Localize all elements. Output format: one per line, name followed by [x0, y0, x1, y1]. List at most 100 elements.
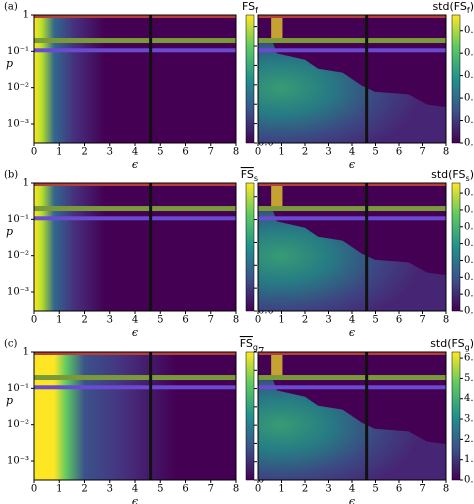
colorbar-tick-label: 3.00	[464, 414, 474, 425]
x-axis-label: ϵ	[132, 158, 138, 171]
panel-label: (c)	[4, 339, 18, 350]
x-tick-label: 2	[81, 484, 87, 495]
colorbar-tick-label: 4.00	[464, 393, 474, 404]
x-tick-label: 4	[132, 315, 138, 326]
title-main: std(FS	[430, 337, 464, 350]
heatmap-field	[258, 380, 446, 480]
x-tick-label: 7	[208, 315, 214, 326]
band-top	[258, 352, 446, 355]
y-tick-label: 10⁻²	[7, 250, 29, 261]
y-axis-label: p	[6, 57, 13, 70]
x-tick-label: 1	[56, 315, 62, 326]
title-main: FS	[240, 337, 253, 350]
band-black	[149, 183, 153, 311]
x-tick-label: 6	[396, 315, 402, 326]
x-tick-label: 0	[255, 147, 261, 158]
title-end: )	[470, 337, 474, 350]
colorbar	[245, 14, 255, 144]
colorbar-tick-label: 0.2	[464, 93, 474, 104]
x-tick-label: 2	[81, 315, 87, 326]
x-tick-label: 2	[302, 315, 308, 326]
title-sub: s	[254, 174, 258, 183]
colorbar	[451, 182, 461, 312]
x-axis-label: ϵ	[349, 495, 355, 504]
colorbar-tick-label: 0.15	[464, 255, 474, 266]
colorbar-tick-label: 6.00	[464, 353, 474, 364]
title-main: FS	[242, 0, 255, 13]
colorbar-tick-label: 0.1	[464, 115, 474, 126]
x-tick-label: 6	[182, 147, 188, 158]
title-main: std(FS	[431, 168, 465, 181]
x-tick-label: 7	[419, 484, 425, 495]
y-tick-label: 10⁻²	[7, 82, 29, 93]
y-axis-label: p	[6, 225, 13, 238]
x-tick-label: 0	[255, 484, 261, 495]
colorbar-tick-label: 0.00	[464, 475, 474, 486]
heatmap-field	[34, 183, 236, 311]
band-purple	[34, 48, 236, 53]
x-axis-label: ϵ	[349, 158, 355, 171]
x-tick-label: 3	[325, 315, 331, 326]
colorbar-title: std(FSf)	[432, 0, 474, 15]
colorbar-title: FSf	[242, 0, 258, 15]
x-axis-label: ϵ	[132, 326, 138, 339]
y-tick-label: 10⁻¹	[7, 46, 29, 57]
title-sub: g	[253, 343, 258, 352]
x-tick-label: 1	[278, 484, 284, 495]
colorbar-tick-label: 0.0	[464, 138, 474, 149]
band-green	[258, 375, 446, 381]
colorbar-tick-label: 2.00	[464, 434, 474, 445]
x-tick-label: 0	[255, 315, 261, 326]
x-tick-label: 5	[372, 484, 378, 495]
colorbar-title: std(FSs)	[431, 168, 474, 183]
band-purple	[258, 385, 446, 390]
panel-label: (b)	[4, 170, 18, 181]
band-green	[34, 375, 236, 381]
band-green	[34, 38, 236, 44]
y-tick-label: 1	[23, 178, 29, 189]
band-top	[34, 15, 236, 18]
heatmap-hot	[271, 354, 283, 380]
y-tick-label: 10⁻²	[7, 419, 29, 430]
colorbar-tick-label: 0.10	[464, 272, 474, 283]
heatmap-field	[34, 352, 236, 480]
colorbar-tick-label: 1.00	[464, 454, 474, 465]
band-purple	[34, 385, 236, 390]
colorbar-tick-label: 0.05	[464, 289, 474, 300]
band-green	[258, 206, 446, 212]
x-tick-label: 6	[396, 484, 402, 495]
x-tick-label: 0	[31, 484, 37, 495]
x-tick-label: 2	[302, 147, 308, 158]
colorbar-tick-label: 5.00	[464, 373, 474, 384]
x-tick-label: 7	[419, 315, 425, 326]
colorbar-title: FSs	[241, 168, 258, 183]
panel-label: (a)	[4, 2, 18, 13]
x-tick-label: 3	[107, 147, 113, 158]
y-tick-label: 10⁻¹	[7, 383, 29, 394]
colorbar-tick-label: 0.3	[464, 70, 474, 81]
y-tick-label: 1	[23, 347, 29, 358]
title-end: )	[470, 168, 474, 181]
x-axis-label: ϵ	[132, 495, 138, 504]
colorbar	[451, 14, 461, 144]
y-tick-label: 10⁻³	[7, 287, 29, 298]
heatmap-field	[258, 211, 446, 311]
x-tick-label: 8	[443, 147, 449, 158]
band-top	[34, 183, 236, 186]
x-tick-label: 4	[349, 147, 355, 158]
x-tick-label: 7	[419, 147, 425, 158]
x-tick-label: 6	[182, 484, 188, 495]
band-black	[365, 183, 369, 311]
colorbar-tick-label: 0.30	[464, 204, 474, 215]
colorbar-tick-label: 0.00	[464, 306, 474, 317]
colorbar	[245, 182, 255, 312]
x-tick-label: 8	[443, 315, 449, 326]
title-sub: s	[466, 174, 470, 183]
x-tick-label: 5	[157, 315, 163, 326]
x-tick-label: 5	[157, 147, 163, 158]
x-tick-label: 4	[132, 147, 138, 158]
x-tick-label: 6	[182, 315, 188, 326]
x-tick-label: 1	[56, 484, 62, 495]
band-black	[149, 352, 153, 480]
title-sub: g	[465, 343, 470, 352]
